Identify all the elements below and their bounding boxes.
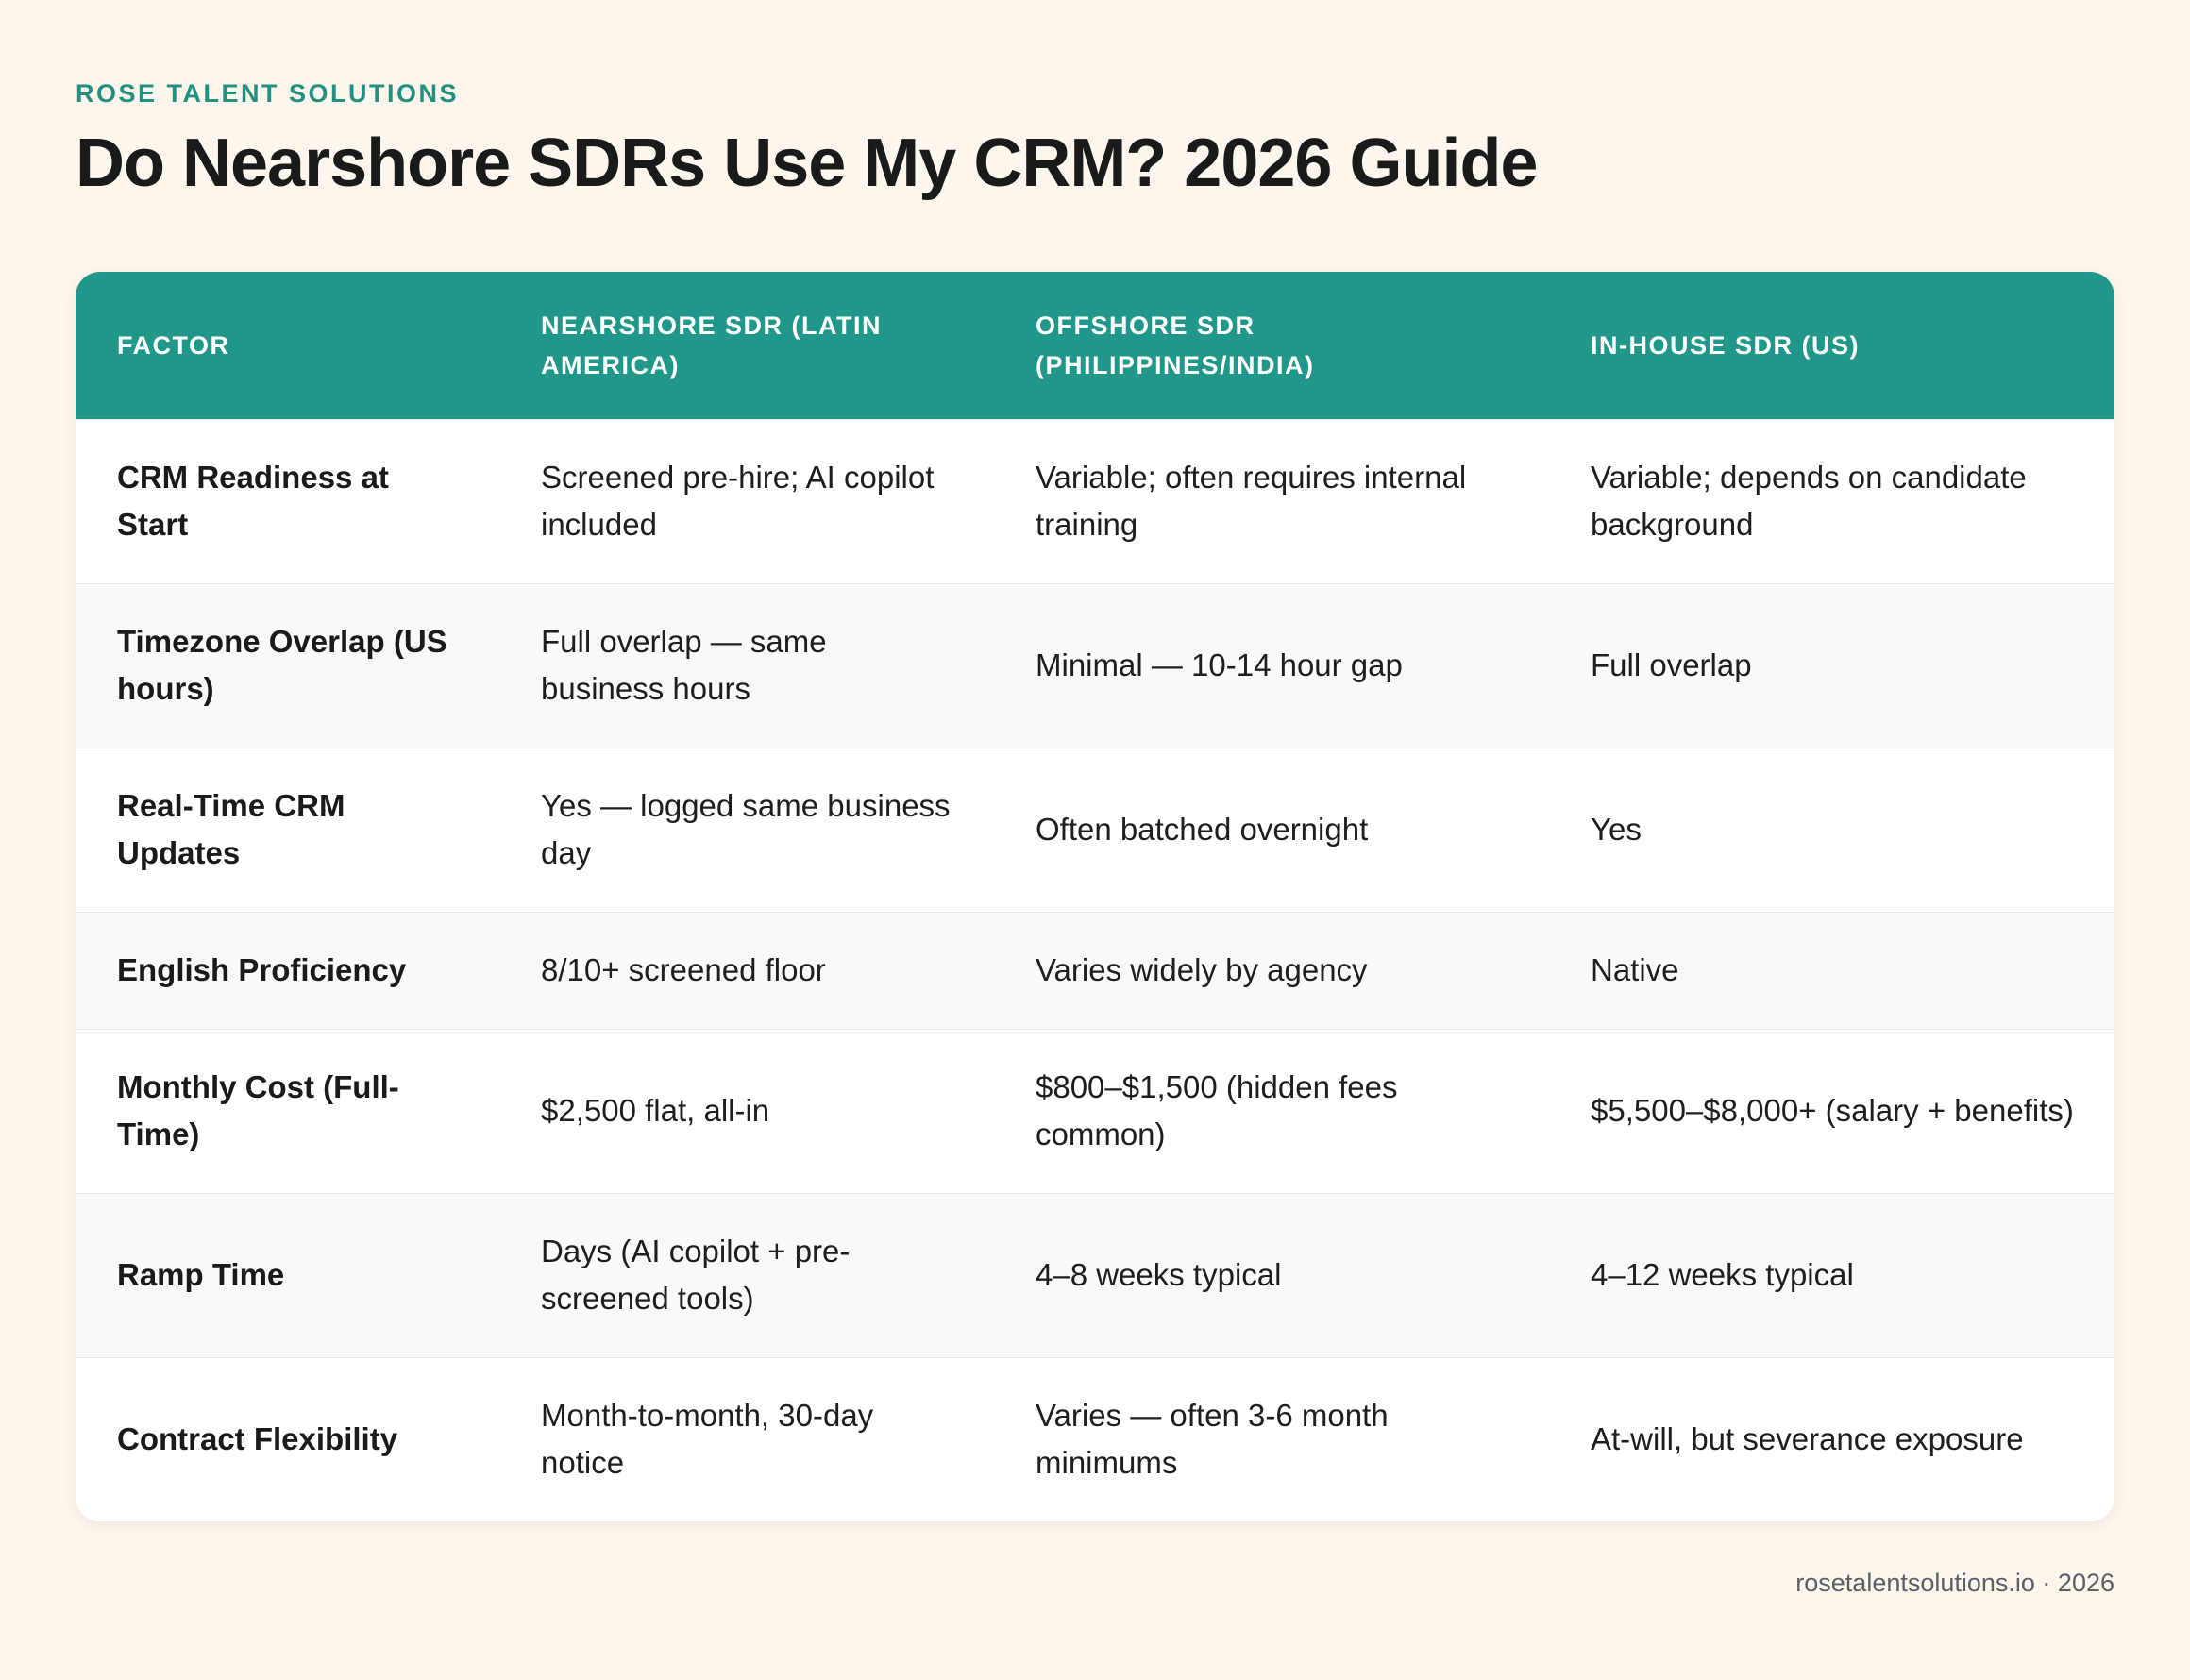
inhouse-cell: 4–12 weeks typical [1591,1257,1854,1292]
offshore-cell: Often batched overnight [1036,812,1369,847]
table-row: Ramp Time Days (AI copilot + pre-screene… [76,1193,2114,1357]
offshore-cell: $800–$1,500 (hidden fees common) [1036,1069,1398,1151]
header-row: FACTOR NEARSHORE SDR (LATIN AMERICA) OFF… [76,272,2114,419]
table-row: Monthly Cost (Full-Time) $2,500 flat, al… [76,1029,2114,1193]
nearshore-cell: 8/10+ screened floor [541,952,826,987]
column-header-offshore: OFFSHORE SDR (PHILIPPINES/INDIA) [1036,311,1315,379]
brand-name: ROSE TALENT SOLUTIONS [76,79,460,108]
table-row: English Proficiency 8/10+ screened floor… [76,912,2114,1029]
inhouse-cell: Native [1591,952,1679,987]
offshore-cell: Variable; often requires internal traini… [1036,460,1467,542]
inhouse-cell: At-will, but severance exposure [1591,1421,2024,1457]
nearshore-cell: $2,500 flat, all-in [541,1093,770,1128]
table-header: FACTOR NEARSHORE SDR (LATIN AMERICA) OFF… [76,272,2114,419]
nearshore-cell: Screened pre-hire; AI copilot included [541,460,935,542]
row-factor-cell: CRM Readiness at Start [117,460,389,542]
column-header-inhouse: IN-HOUSE SDR (US) [1591,330,1861,360]
nearshore-cell: Full overlap — same business hours [541,624,827,706]
nearshore-cell: Yes — logged same business day [541,788,951,870]
table-row: Contract Flexibility Month-to-month, 30-… [76,1357,2114,1521]
row-factor-cell: Monthly Cost (Full-Time) [117,1069,399,1151]
nearshore-cell: Month-to-month, 30-day notice [541,1398,874,1481]
comparison-table-card: FACTOR NEARSHORE SDR (LATIN AMERICA) OFF… [76,272,2114,1521]
row-factor-cell: Contract Flexibility [117,1421,398,1457]
inhouse-cell: Variable; depends on candidate backgroun… [1591,460,2027,542]
row-factor-cell: English Proficiency [117,952,407,987]
offshore-cell: Minimal — 10-14 hour gap [1036,647,1403,682]
column-header-factor: FACTOR [117,330,230,360]
table-row: Timezone Overlap (US hours) Full overlap… [76,583,2114,748]
inhouse-cell: $5,500–$8,000+ (salary + benefits) [1591,1093,2074,1128]
offshore-cell: 4–8 weeks typical [1036,1257,1282,1292]
row-factor-cell: Real-Time CRM Updates [117,788,345,870]
table-body: CRM Readiness at Start Screened pre-hire… [76,419,2114,1521]
page-title: Do Nearshore SDRs Use My CRM? 2026 Guide [76,126,1538,201]
offshore-cell: Varies widely by agency [1036,952,1368,987]
row-factor-cell: Ramp Time [117,1257,285,1292]
row-factor-cell: Timezone Overlap (US hours) [117,624,447,706]
nearshore-cell: Days (AI copilot + pre-screened tools) [541,1234,851,1316]
inhouse-cell: Full overlap [1591,647,1752,682]
inhouse-cell: Yes [1591,812,1642,847]
column-header-nearshore: NEARSHORE SDR (LATIN AMERICA) [541,311,883,379]
comparison-table: FACTOR NEARSHORE SDR (LATIN AMERICA) OFF… [76,272,2114,1521]
table-row: Real-Time CRM Updates Yes — logged same … [76,748,2114,912]
table-row: CRM Readiness at Start Screened pre-hire… [76,419,2114,583]
offshore-cell: Varies — often 3-6 month minimums [1036,1398,1389,1481]
footer-credit: rosetalentsolutions.io · 2026 [1795,1569,2114,1597]
